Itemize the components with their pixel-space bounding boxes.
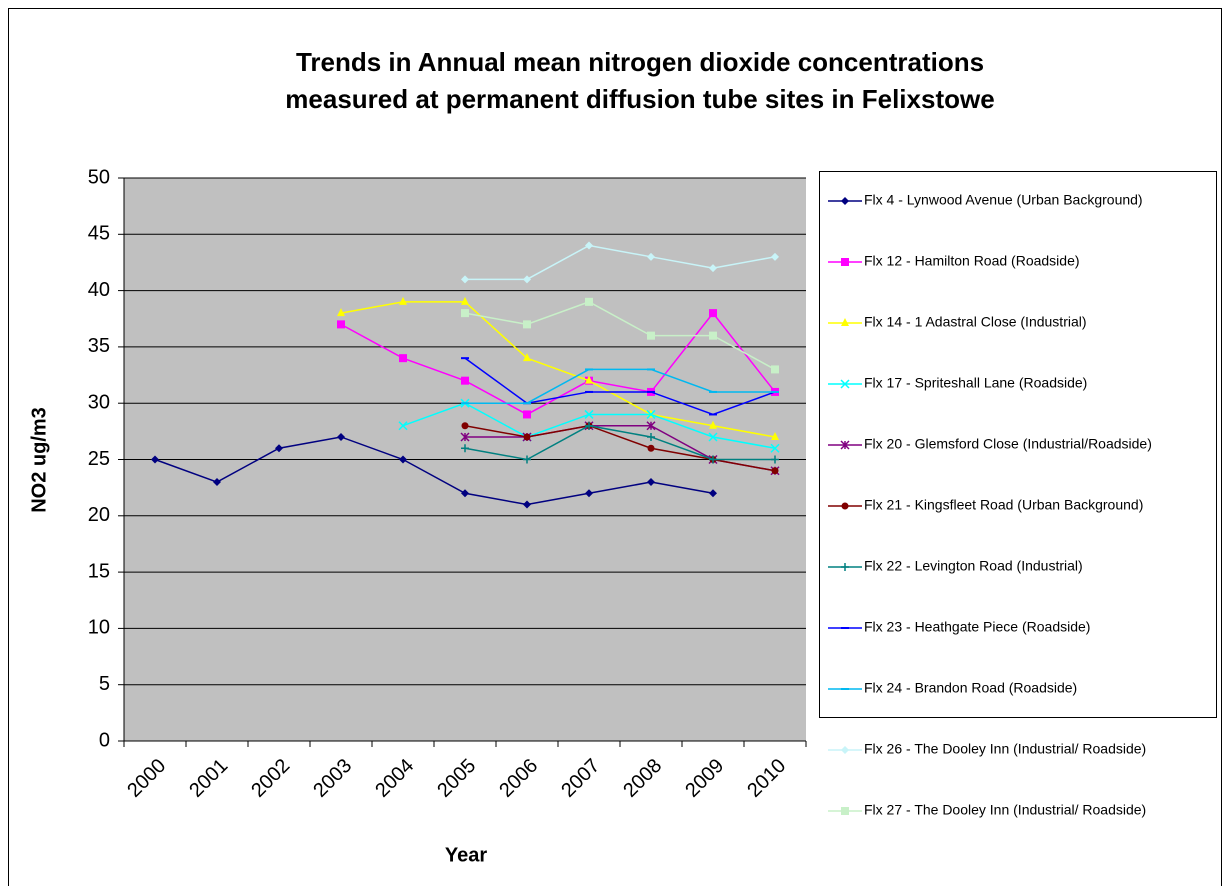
data-point xyxy=(771,365,779,374)
legend-marker xyxy=(841,197,849,205)
data-point xyxy=(461,275,469,284)
legend-label: Flx 26 - The Dooley Inn (Industrial/ Roa… xyxy=(864,741,1146,757)
data-point xyxy=(523,500,531,509)
legend-marker xyxy=(841,318,849,326)
data-point xyxy=(523,275,531,284)
y-tick-label: 20 xyxy=(88,504,110,526)
y-tick-label: 10 xyxy=(88,617,110,639)
data-point xyxy=(461,296,469,305)
data-point xyxy=(647,252,655,261)
data-point xyxy=(770,443,780,453)
x-axis-title: Year xyxy=(445,844,487,866)
series-line xyxy=(340,301,776,438)
data-point xyxy=(584,409,594,419)
y-tick-label: 5 xyxy=(99,673,110,695)
legend-marker xyxy=(840,440,850,450)
data-point xyxy=(709,489,717,498)
data-point xyxy=(461,422,469,430)
data-point xyxy=(647,478,655,487)
legend-label: Flx 20 - Glemsford Close (Industrial/Roa… xyxy=(864,436,1152,452)
data-point xyxy=(647,432,655,441)
data-point xyxy=(708,432,718,442)
data-point xyxy=(523,455,531,464)
data-point xyxy=(646,421,656,431)
data-point xyxy=(709,420,717,429)
series-line xyxy=(465,368,775,404)
series-line xyxy=(464,424,775,461)
data-point xyxy=(771,252,779,261)
data-point xyxy=(398,421,408,431)
data-point xyxy=(771,431,779,440)
data-point xyxy=(461,489,469,498)
series-line xyxy=(464,301,776,371)
data-point xyxy=(709,264,717,273)
y-tick-label: 45 xyxy=(88,223,110,245)
legend-marker xyxy=(841,807,849,815)
legend-label: Flx 23 - Heathgate Piece (Roadside) xyxy=(864,619,1090,635)
y-tick-label: 30 xyxy=(88,391,110,413)
legend-label: Flx 22 - Levington Road (Industrial) xyxy=(864,558,1083,574)
data-point xyxy=(709,455,717,464)
data-point xyxy=(460,432,470,442)
y-tick-label: 0 xyxy=(99,729,110,751)
series-line xyxy=(464,424,776,472)
legend-label: Flx 21 - Kingsfleet Road (Urban Backgrou… xyxy=(864,497,1143,513)
data-point xyxy=(585,421,593,430)
data-point xyxy=(461,376,469,385)
data-point xyxy=(585,375,593,384)
data-point xyxy=(337,432,345,441)
y-tick-label: 15 xyxy=(88,560,110,582)
series-line xyxy=(464,357,776,416)
data-point xyxy=(585,241,593,250)
data-point xyxy=(523,353,531,362)
legend xyxy=(819,171,1217,718)
data-point xyxy=(399,354,407,363)
data-point xyxy=(523,320,531,329)
data-point xyxy=(771,455,779,464)
legend-marker xyxy=(841,502,849,510)
data-point xyxy=(523,433,531,441)
data-point xyxy=(337,308,345,317)
legend-label: Flx 14 - 1 Adastral Close (Industrial) xyxy=(864,314,1087,330)
legend-marker xyxy=(840,379,850,389)
data-point xyxy=(151,455,159,464)
data-point xyxy=(461,444,469,453)
legend-marker xyxy=(841,746,849,754)
data-point xyxy=(399,455,407,464)
y-tick-label: 35 xyxy=(88,335,110,357)
data-point xyxy=(461,309,469,318)
legend-label: Flx 27 - The Dooley Inn (Industrial/ Roa… xyxy=(864,802,1146,818)
data-point xyxy=(523,410,531,419)
legend-label: Flx 4 - Lynwood Avenue (Urban Background… xyxy=(864,192,1143,208)
chart-title: Trends in Annual mean nitrogen dioxide c… xyxy=(296,47,984,77)
legend-label: Flx 12 - Hamilton Road (Roadside) xyxy=(864,253,1080,269)
data-point xyxy=(709,309,717,318)
data-point xyxy=(647,331,655,340)
legend-marker xyxy=(841,563,849,571)
data-point xyxy=(337,320,345,329)
legend-marker xyxy=(841,258,849,266)
data-point xyxy=(771,467,779,475)
data-point xyxy=(709,331,717,340)
data-point xyxy=(585,297,593,306)
y-tick-label: 50 xyxy=(88,166,110,188)
data-point xyxy=(213,478,221,487)
data-point xyxy=(647,444,655,452)
legend-label: Flx 24 - Brandon Road (Roadside) xyxy=(864,680,1077,696)
data-point xyxy=(275,444,283,453)
data-point xyxy=(585,489,593,498)
data-point xyxy=(646,409,656,419)
y-axis-title: NO2 ug/m3 xyxy=(28,407,50,513)
y-tick-label: 40 xyxy=(88,279,110,301)
series-line xyxy=(465,244,776,281)
chart-title: measured at permanent diffusion tube sit… xyxy=(285,84,994,114)
series-line xyxy=(154,436,714,506)
data-point xyxy=(399,296,407,305)
y-tick-label: 25 xyxy=(88,448,110,470)
legend-label: Flx 17 - Spriteshall Lane (Roadside) xyxy=(864,375,1087,391)
